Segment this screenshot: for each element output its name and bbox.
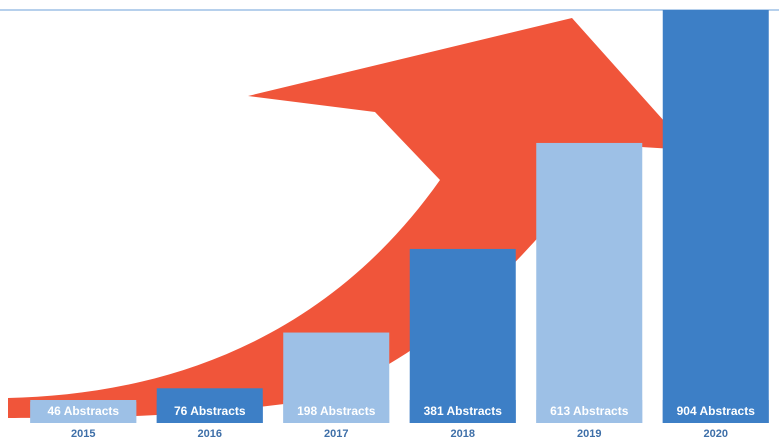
growth-arrow xyxy=(8,18,690,418)
value-label: 46 Abstracts xyxy=(47,404,119,418)
value-label: 904 Abstracts xyxy=(677,404,756,418)
value-label: 613 Abstracts xyxy=(550,404,629,418)
x-tick-label: 2017 xyxy=(324,428,348,440)
x-tick-label: 2018 xyxy=(451,428,475,440)
bar xyxy=(662,10,769,423)
bar xyxy=(536,142,643,423)
label-strip xyxy=(409,400,516,423)
value-label: 381 Abstracts xyxy=(424,404,503,418)
label-strip xyxy=(283,400,390,423)
label-strip xyxy=(156,400,263,423)
bar xyxy=(409,248,516,423)
label-strip xyxy=(30,400,137,423)
value-label: 76 Abstracts xyxy=(174,404,246,418)
x-tick-label: 2020 xyxy=(704,428,728,440)
x-tick-label: 2016 xyxy=(198,428,222,440)
label-strip xyxy=(536,400,643,423)
x-tick-label: 2015 xyxy=(71,428,95,440)
value-label: 198 Abstracts xyxy=(297,404,376,418)
x-tick-label: 2019 xyxy=(577,428,601,440)
label-strip xyxy=(662,400,769,423)
